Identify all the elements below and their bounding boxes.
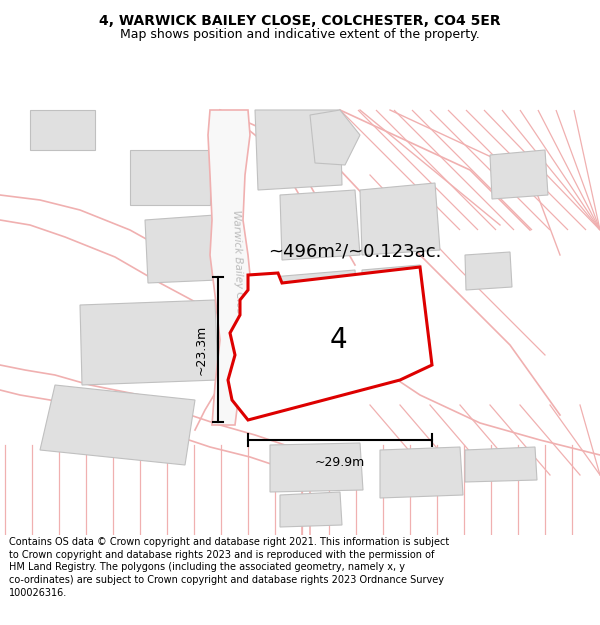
Polygon shape xyxy=(80,300,218,385)
Polygon shape xyxy=(465,252,512,290)
Polygon shape xyxy=(30,110,95,150)
Polygon shape xyxy=(362,265,425,313)
Polygon shape xyxy=(208,110,252,425)
Text: ~23.3m: ~23.3m xyxy=(195,324,208,374)
Polygon shape xyxy=(270,443,363,492)
Polygon shape xyxy=(490,150,548,199)
Polygon shape xyxy=(310,110,360,165)
Polygon shape xyxy=(465,447,537,482)
Polygon shape xyxy=(272,270,360,351)
Text: ~29.9m: ~29.9m xyxy=(315,456,365,469)
Polygon shape xyxy=(280,190,360,260)
Text: 4, WARWICK BAILEY CLOSE, COLCHESTER, CO4 5ER: 4, WARWICK BAILEY CLOSE, COLCHESTER, CO4… xyxy=(99,14,501,28)
Polygon shape xyxy=(365,342,402,377)
Text: Map shows position and indicative extent of the property.: Map shows position and indicative extent… xyxy=(120,28,480,41)
Polygon shape xyxy=(255,110,342,190)
Polygon shape xyxy=(360,183,440,255)
Polygon shape xyxy=(280,492,342,527)
Text: ~496m²/~0.123ac.: ~496m²/~0.123ac. xyxy=(268,243,442,261)
Text: 4: 4 xyxy=(329,326,347,354)
Text: Contains OS data © Crown copyright and database right 2021. This information is : Contains OS data © Crown copyright and d… xyxy=(9,537,449,598)
Text: Warwick Bailey Close: Warwick Bailey Close xyxy=(231,210,245,320)
Polygon shape xyxy=(228,267,432,420)
Polygon shape xyxy=(380,447,463,498)
Polygon shape xyxy=(40,385,195,465)
Polygon shape xyxy=(145,215,218,283)
Polygon shape xyxy=(130,150,210,205)
